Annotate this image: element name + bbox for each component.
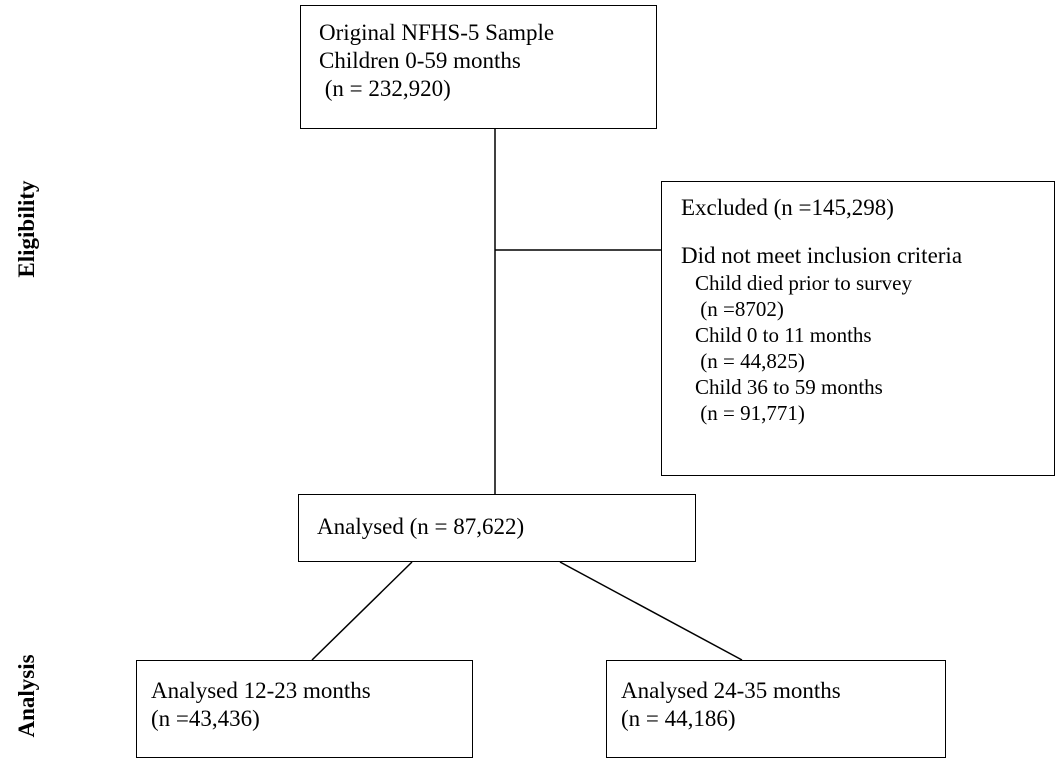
excluded-title: Excluded (n =145,298): [681, 195, 894, 220]
original-sample-population: Children 0-59 months: [319, 48, 521, 73]
exclusion-item-label: Child 36 to 59 months: [695, 375, 883, 399]
analysed-12-23-box: Analysed 12-23 months (n =43,436): [136, 660, 473, 758]
analysed-24-35-box: Analysed 24-35 months (n = 44,186): [606, 660, 946, 758]
eligibility-label: Eligibility: [14, 180, 39, 278]
analysis-label: Analysis: [14, 654, 39, 738]
analysed-12-23-title: Analysed 12-23 months: [151, 678, 371, 703]
exclusion-list: Child died prior to survey (n =8702) Chi…: [681, 270, 1054, 426]
analysed-box: Analysed (n = 87,622): [298, 494, 696, 562]
analysed-24-35-title: Analysed 24-35 months: [621, 678, 841, 703]
original-sample-box: Original NFHS-5 Sample Children 0-59 mon…: [300, 5, 657, 129]
exclusion-item-count: (n = 44,825): [695, 349, 805, 373]
original-sample-title: Original NFHS-5 Sample: [319, 20, 555, 45]
exclusion-item-count: (n = 91,771): [695, 401, 805, 425]
excluded-box: Excluded (n =145,298) Did not meet inclu…: [661, 181, 1055, 476]
excluded-spacer: [681, 222, 1054, 242]
criteria-heading: Did not meet inclusion criteria: [681, 243, 963, 268]
analysed-12-23-count: (n =43,436): [151, 706, 260, 731]
exclusion-item-label: Child died prior to survey: [695, 271, 912, 295]
exclusion-item-count: (n =8702): [695, 297, 784, 321]
flowchart-connectors: [311, 129, 743, 661]
exclusion-item-label: Child 0 to 11 months: [695, 323, 872, 347]
connector-analysed-to-12-23: [311, 561, 413, 661]
analysed-24-35-count: (n = 44,186): [621, 706, 736, 731]
analysed-label: Analysed (n = 87,622): [317, 514, 525, 539]
original-sample-count: (n = 232,920): [319, 76, 451, 101]
connector-analysed-to-24-35: [559, 561, 743, 661]
